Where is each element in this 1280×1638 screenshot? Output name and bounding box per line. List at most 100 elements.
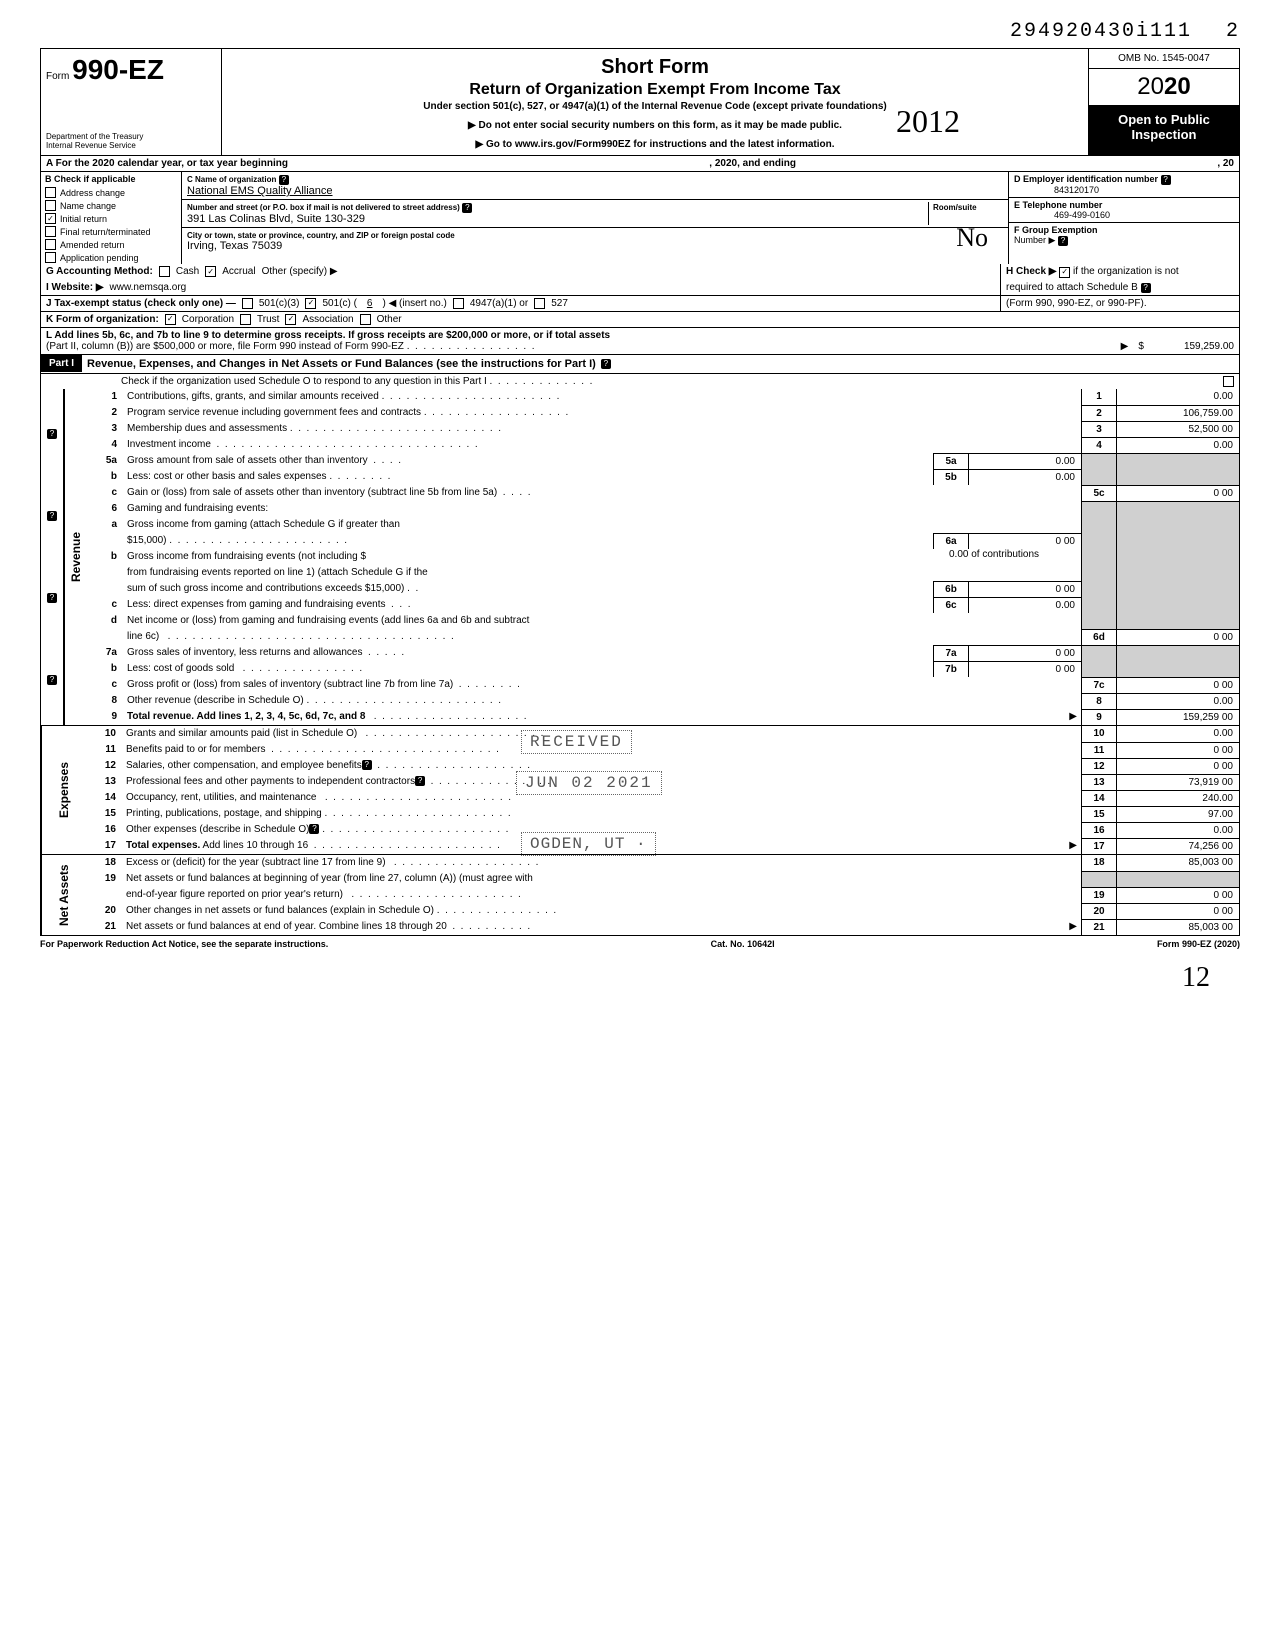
check-application-pending[interactable]: Application pending (41, 251, 181, 264)
h-label: H Check ▶ (1006, 266, 1056, 277)
line-desc-3: sum of such gross income and contributio… (127, 583, 404, 595)
check-address-change[interactable]: Address change (41, 186, 181, 199)
line-desc: Net assets or fund balances at end of ye… (126, 921, 447, 933)
line-val: 74,256 00 (1116, 838, 1239, 854)
line-num: c (87, 485, 123, 501)
col-d: D Employer identification number ? 84312… (1009, 172, 1239, 264)
line-num (87, 565, 123, 581)
grey-box (1081, 871, 1116, 887)
j-527: 527 (551, 298, 568, 309)
help-icon[interactable]: ? (601, 359, 611, 369)
help-icon[interactable]: ? (362, 760, 372, 770)
line-num: a (87, 517, 123, 533)
checkbox-icon[interactable]: ✓ (165, 314, 176, 325)
help-icon[interactable]: ? (47, 511, 57, 521)
check-final-return[interactable]: Final return/terminated (41, 225, 181, 238)
line-box: 10 (1081, 726, 1116, 742)
grey-val (1116, 453, 1239, 469)
help-icon[interactable]: ? (1058, 236, 1068, 246)
mini-box: 5b (933, 469, 969, 485)
arrow-icon: ▶ (1069, 711, 1077, 723)
received-stamp: RECEIVED (521, 730, 632, 754)
checkbox-icon[interactable] (159, 266, 170, 277)
line-num: 18 (86, 855, 122, 871)
line-desc: Printing, publications, postage, and shi… (126, 808, 322, 820)
k-corp: Corporation (182, 314, 234, 325)
grey-box (1081, 469, 1116, 485)
checkbox-icon (45, 200, 56, 211)
line-num: c (87, 597, 123, 613)
note-url: ▶ Go to www.irs.gov/Form990EZ for instru… (232, 139, 1078, 150)
line-val: 0 00 (1116, 758, 1239, 774)
line-15: 15 Printing, publications, postage, and … (86, 806, 1239, 822)
j-4947: 4947(a)(1) or (470, 298, 528, 309)
mini-box: 7b (933, 661, 969, 677)
cell-city: City or town, state or province, country… (182, 228, 1008, 254)
part1-header: Part I Revenue, Expenses, and Changes in… (40, 355, 1240, 374)
help-icon[interactable]: ? (462, 203, 472, 213)
grey-val (1116, 661, 1239, 677)
check-label: Address change (60, 188, 125, 198)
checkbox-icon[interactable] (242, 298, 253, 309)
mini-val: 0.00 (969, 469, 1081, 485)
line-val: 85,003 00 (1116, 855, 1239, 871)
checkbox-icon[interactable] (360, 314, 371, 325)
checkbox-icon[interactable]: ✓ (305, 298, 316, 309)
checkbox-icon[interactable]: ✓ (285, 314, 296, 325)
line-num: 20 (86, 903, 122, 919)
help-icon[interactable]: ? (309, 824, 319, 834)
help-icon[interactable]: ? (47, 593, 57, 603)
checkbox-icon[interactable]: ✓ (205, 266, 216, 277)
check-amended-return[interactable]: Amended return (41, 238, 181, 251)
h-text2: required to attach Schedule B (1006, 282, 1138, 293)
line-val: 0.00 (1116, 389, 1239, 405)
l-arrow: ▶ (1111, 341, 1139, 352)
checkbox-icon[interactable] (453, 298, 464, 309)
page-footer: For Paperwork Reduction Act Notice, see … (40, 936, 1240, 952)
check-initial-return[interactable]: ✓Initial return (41, 212, 181, 225)
line-box: 21 (1081, 919, 1116, 935)
help-icon[interactable]: ? (47, 675, 57, 685)
g-accrual: Accrual (222, 266, 255, 277)
line-num (86, 887, 122, 903)
grey-box (1081, 533, 1116, 549)
line-num: 9 (87, 709, 123, 725)
open-line1: Open to Public (1091, 112, 1237, 127)
line-desc-2: from fundraising events reported on line… (123, 565, 1081, 581)
help-icon[interactable]: ? (1141, 283, 1151, 293)
grey-box (1081, 501, 1116, 517)
dept-line1: Department of the Treasury (46, 132, 216, 141)
checkbox-icon[interactable] (1223, 376, 1234, 387)
line-desc: Contributions, gifts, grants, and simila… (127, 391, 379, 403)
line-val: 97.00 (1116, 806, 1239, 822)
line-6b-1: b Gross income from fundraising events (… (87, 549, 1239, 565)
line-box: 1 (1081, 389, 1116, 405)
col-c: C Name of organization ? National EMS Qu… (182, 172, 1009, 264)
line-10: 10 Grants and similar amounts paid (list… (86, 726, 1239, 742)
line-desc-1: Net income or (loss) from gaming and fun… (123, 613, 1081, 629)
line-19-1: 19 Net assets or fund balances at beginn… (86, 871, 1239, 887)
help-icon[interactable]: ? (1161, 175, 1171, 185)
checkbox-icon (45, 252, 56, 263)
mini-box: 7a (933, 645, 969, 661)
checkbox-icon[interactable] (534, 298, 545, 309)
help-icon[interactable]: ? (47, 429, 57, 439)
line-num: 15 (86, 806, 122, 822)
checkbox-icon[interactable] (240, 314, 251, 325)
line-11: 11 Benefits paid to or for members . . .… (86, 742, 1239, 758)
line-num (87, 533, 123, 549)
form-prefix: Form (46, 71, 69, 82)
line-val: 0.00 (1116, 726, 1239, 742)
help-icon[interactable]: ? (279, 175, 289, 185)
checkbox-icon[interactable]: ✓ (1059, 267, 1070, 278)
line-6b-3: sum of such gross income and contributio… (87, 581, 1239, 597)
line-7c: c Gross profit or (loss) from sales of i… (87, 677, 1239, 693)
help-icon[interactable]: ? (415, 776, 425, 786)
line-desc: Investment income (127, 439, 211, 451)
grey-val (1116, 565, 1239, 581)
line-17: 17 Total expenses. Add lines 10 through … (86, 838, 1239, 854)
line-7b: b Less: cost of goods sold . . . . . . .… (87, 661, 1239, 677)
check-name-change[interactable]: Name change (41, 199, 181, 212)
line-val: 0 00 (1116, 629, 1239, 645)
grey-val (1116, 549, 1239, 565)
